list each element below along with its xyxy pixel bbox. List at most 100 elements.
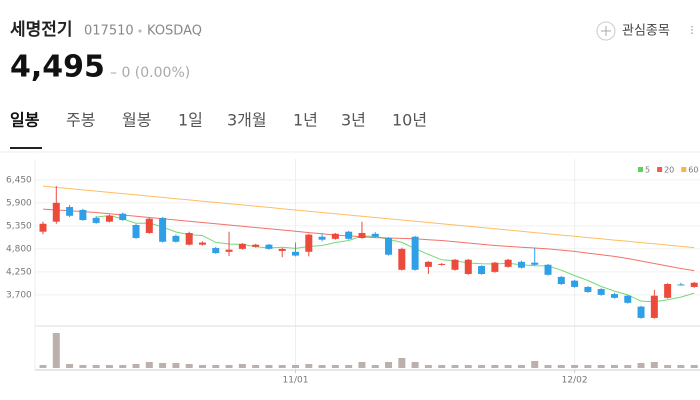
volume-bar: [39, 365, 47, 368]
stock-name: 세명전기: [10, 20, 73, 40]
candle-body: [637, 306, 645, 318]
volume-bar: [198, 365, 206, 368]
volume-bar: [52, 333, 60, 368]
candle-body: [544, 264, 552, 275]
tab[interactable]: 주봉: [66, 111, 95, 130]
candle-body: [172, 235, 180, 242]
candle-body: [238, 243, 246, 249]
volume-bar: [504, 365, 512, 368]
volume-bar: [292, 365, 300, 368]
volume-bar: [185, 364, 193, 368]
candle-body: [185, 232, 193, 245]
volume-bar: [119, 365, 127, 368]
candle-body: [132, 225, 140, 238]
volume-bar: [132, 364, 140, 368]
watch-button[interactable]: 관심종목: [596, 21, 670, 41]
candle-body: [531, 262, 539, 265]
volume-bar: [411, 362, 419, 368]
candle-body: [650, 295, 658, 318]
ma-line: [42, 185, 695, 249]
volume-bar: [278, 365, 286, 368]
y-tick-label: 6,450: [6, 175, 32, 185]
volume-bar: [66, 364, 74, 368]
market: KOSDAQ: [147, 24, 202, 39]
tab[interactable]: 1일: [178, 111, 203, 130]
plus-circle: [596, 21, 616, 41]
legend-label: 20: [664, 166, 674, 175]
candle-body: [198, 242, 206, 245]
volume-bar: [358, 362, 366, 368]
volume-bar: [531, 361, 539, 368]
y-tick-label: 4,800: [6, 244, 32, 254]
volume-bar: [92, 365, 100, 368]
volume-bar: [318, 365, 326, 368]
legend-label: 60: [688, 166, 698, 175]
volume-bar: [145, 362, 153, 368]
candle-body: [52, 202, 60, 222]
watch-label: 관심종목: [622, 24, 670, 39]
candle-body: [438, 263, 446, 265]
plus-icon: [601, 26, 611, 36]
candle-body: [212, 248, 220, 254]
candle-body: [371, 233, 379, 237]
volume-bar: [517, 365, 525, 368]
tab[interactable]: 3년: [341, 111, 366, 130]
legend-swatch: [657, 167, 663, 172]
candle-body: [424, 261, 432, 267]
candle-body: [159, 217, 167, 242]
volume-bar: [159, 363, 167, 368]
y-tick-label: 3,700: [6, 290, 32, 300]
ma-line: [96, 214, 695, 303]
tab[interactable]: 일봉: [10, 111, 40, 130]
y-tick-label: 5,350: [6, 221, 32, 231]
tab[interactable]: 3개월: [227, 111, 267, 130]
price: 4,495: [10, 50, 105, 85]
volume-bar: [331, 365, 339, 368]
candle-body: [385, 237, 393, 255]
volume-bar: [438, 365, 446, 368]
volume-bar: [584, 365, 592, 368]
candle-body: [331, 233, 339, 239]
candle-body: [398, 248, 406, 270]
tab[interactable]: 10년: [392, 111, 427, 130]
volume-bar: [238, 364, 246, 368]
volume-bar: [451, 365, 459, 368]
volume-bar: [371, 365, 379, 368]
volume-bar: [491, 365, 499, 368]
candle-body: [345, 231, 353, 239]
volume-bar: [305, 364, 313, 368]
legend-label: 5: [645, 166, 650, 175]
candle-body: [478, 266, 486, 274]
volume-bar: [79, 365, 87, 368]
tabs: 일봉 주봉 월봉 1일 3개월 1년 3년 10년: [10, 111, 427, 130]
candle-body: [252, 244, 260, 247]
volume-bar: [677, 365, 685, 368]
change: – 0 (0.00%): [110, 65, 190, 81]
candle-body: [610, 294, 618, 298]
volume-bar: [597, 365, 605, 368]
volume-bar: [664, 365, 672, 368]
candle-body: [451, 259, 459, 270]
volume-bar: [265, 365, 273, 368]
candle-body: [79, 209, 87, 220]
candle-body: [318, 236, 326, 240]
volume-bar: [610, 365, 618, 368]
volume-bar: [478, 365, 486, 368]
volume-bar: [650, 362, 658, 368]
candle-body: [278, 248, 286, 251]
tab[interactable]: 월봉: [122, 111, 151, 130]
y-tick-label: 5,900: [6, 198, 32, 208]
volume-bar: [105, 365, 113, 368]
legend-swatch: [638, 167, 643, 172]
x-tick-label: 11/01: [283, 376, 309, 386]
volume-bar: [172, 363, 180, 368]
candle-body: [517, 261, 525, 268]
more-icon[interactable]: ⁝: [690, 24, 694, 39]
volume-bar: [252, 365, 260, 368]
candle-body: [664, 284, 672, 298]
volume-bar: [571, 365, 579, 368]
tab[interactable]: 1년: [293, 111, 318, 130]
candle-body: [504, 259, 512, 267]
candle-body: [571, 280, 579, 287]
volume-bar: [212, 365, 220, 368]
